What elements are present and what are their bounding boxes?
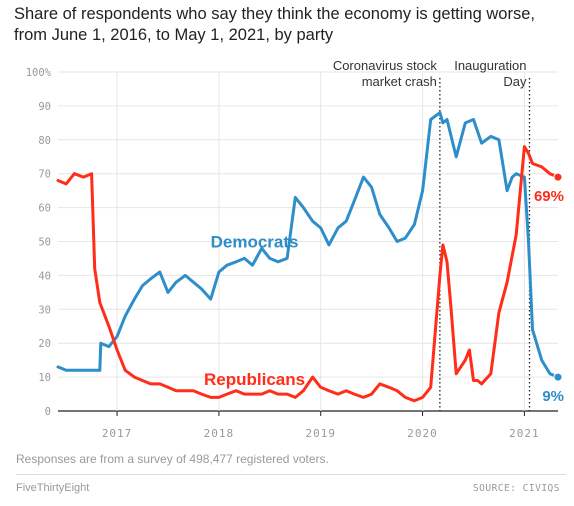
line-chart: 0 10 20 30 40 50 60 70 80 90 100% 2017 2018 2019 2020… bbox=[26, 58, 564, 440]
series-label-republicans: Republicans bbox=[204, 370, 305, 389]
footer-divider bbox=[16, 474, 566, 475]
brand-logo-text: FiveThirtyEight bbox=[16, 482, 90, 494]
x-tick-label: 2017 bbox=[102, 427, 133, 440]
series-end-label: 69% bbox=[534, 188, 564, 205]
series-end-label: 9% bbox=[542, 388, 564, 405]
y-tick-label: 10 bbox=[38, 372, 51, 384]
series-end-point bbox=[553, 172, 563, 182]
chart-title: Share of respondents who say they think … bbox=[14, 5, 535, 44]
x-tick-label: 2019 bbox=[305, 427, 336, 440]
y-tick-label: 80 bbox=[38, 135, 51, 147]
y-tick-label: 90 bbox=[38, 101, 51, 113]
annotation-label: Inauguration bbox=[454, 58, 526, 73]
annotation-label: market crash bbox=[362, 74, 437, 89]
y-tick-label: 30 bbox=[38, 304, 51, 316]
series-label-democrats: Democrats bbox=[211, 233, 299, 252]
grid bbox=[58, 71, 558, 412]
annotation-label: Day bbox=[503, 74, 527, 89]
x-tick-label: 2018 bbox=[204, 427, 235, 440]
series-line-republicans bbox=[56, 145, 560, 403]
x-tick-label: 2020 bbox=[407, 427, 438, 440]
y-tick-label: 20 bbox=[38, 338, 51, 350]
series-end-point bbox=[553, 372, 563, 382]
y-tick-label: 40 bbox=[38, 270, 51, 282]
y-tick-label: 70 bbox=[38, 169, 51, 181]
series-line-democrats bbox=[56, 111, 560, 379]
annotation-label: Coronavirus stock bbox=[333, 58, 438, 73]
series bbox=[56, 111, 563, 403]
y-tick-label: 0 bbox=[45, 406, 51, 418]
x-tick-label: 2021 bbox=[509, 427, 540, 440]
series-labels: 9% 69% Democrats Republicans bbox=[204, 188, 564, 405]
y-tick-label: 60 bbox=[38, 203, 51, 215]
y-tick-label: 100% bbox=[26, 67, 52, 79]
footnote: Responses are from a survey of 498,477 r… bbox=[16, 452, 329, 466]
y-tick-label: 50 bbox=[38, 237, 51, 249]
source-credit: SOURCE: CIVIQS bbox=[472, 483, 560, 494]
y-axis: 0 10 20 30 40 50 60 70 80 90 100% bbox=[26, 67, 52, 418]
x-axis: 2017 2018 2019 2020 2021 bbox=[102, 411, 540, 440]
